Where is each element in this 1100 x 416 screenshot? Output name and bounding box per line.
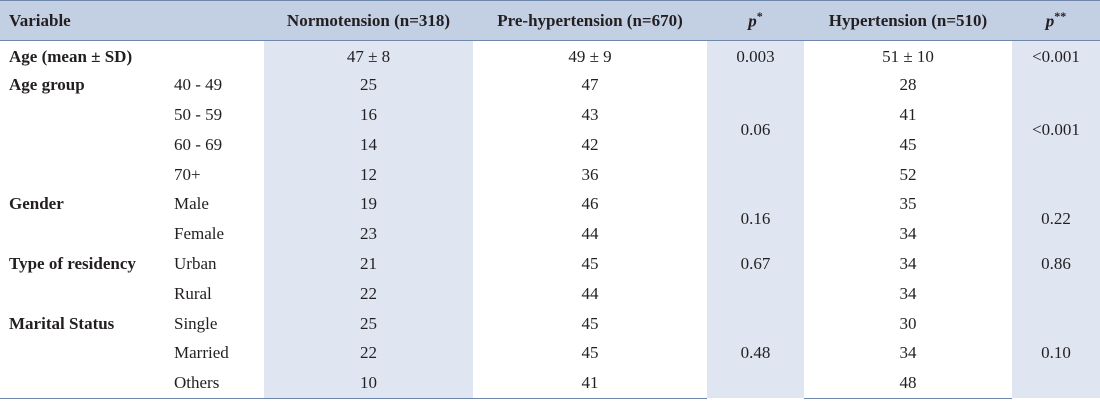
cell-normotension: 25: [264, 308, 473, 339]
table-row-age-mean: Age (mean ± SD) 47 ± 8 49 ± 9 0.003 51 ±…: [0, 40, 1100, 71]
header-p2: p**: [1012, 0, 1100, 41]
cell-subgroup: Rural: [174, 283, 212, 303]
cell-normotension: 22: [264, 338, 473, 369]
cell-p1-empty: [707, 278, 804, 309]
cell-prehypertension: 43: [581, 104, 599, 124]
cell-normotension: 25: [264, 70, 473, 101]
cell-hypertension: 34: [899, 253, 917, 273]
table-row: Marital Status Single 25 45 0.48 30 0.10: [0, 308, 1100, 399]
table-row: Female 23 44 34: [0, 219, 1100, 250]
cell-normotension: 12: [264, 159, 473, 190]
cell-normotension: 47 ± 8: [264, 40, 473, 71]
cell-subgroup: Others: [164, 368, 264, 399]
cell-prehypertension: 36: [581, 164, 599, 184]
cell-normotension: 21: [264, 249, 473, 279]
row-label: Age (mean ± SD): [9, 46, 133, 66]
header-p1: p*: [707, 0, 804, 41]
table-row: Type of residency Urban 21 45 0.67 34 0.…: [0, 249, 1100, 279]
row-label: Type of residency: [9, 253, 136, 273]
cell-prehypertension: 45: [581, 253, 599, 273]
cell-prehypertension: 44: [581, 224, 599, 244]
cell-prehypertension: 45: [581, 313, 599, 333]
row-label-empty: [0, 100, 164, 130]
cell-hypertension: 41: [899, 104, 917, 124]
cell-prehypertension: 45: [581, 343, 599, 363]
cell-p2: <0.001: [1012, 40, 1100, 71]
cell-normotension: 10: [264, 368, 473, 399]
cell-p2: <0.001: [1012, 70, 1100, 190]
cell-p2: 0.10: [1012, 308, 1100, 399]
cell-hypertension: 51 ± 10: [882, 46, 934, 66]
cell-subgroup: Single: [174, 313, 218, 333]
cell-prehypertension: 41: [473, 368, 707, 399]
cell-prehypertension: 44: [581, 283, 599, 303]
cell-p1: 0.06: [707, 70, 804, 190]
cell-hypertension: 48: [804, 368, 1012, 399]
hypertension-table: Variable Normotension (n=318) Pre-hypert…: [0, 0, 1100, 399]
cell-subgroup: 40 - 49: [174, 75, 223, 95]
cell-hypertension: 34: [899, 283, 917, 303]
cell-hypertension: 35: [899, 194, 917, 214]
header-hypertension: Hypertension (n=510): [804, 0, 1012, 41]
cell-prehypertension: 46: [581, 194, 599, 214]
row-label-empty: [0, 130, 164, 160]
header-row: Variable Normotension (n=318) Pre-hypert…: [0, 0, 1100, 41]
cell-subgroup: 70+: [174, 164, 201, 184]
cell-subgroup: Urban: [174, 253, 217, 273]
row-label-empty: [0, 160, 164, 190]
table-row: Married 22 45 34: [0, 338, 1100, 369]
row-label-empty: [0, 338, 164, 368]
row-label-empty: [0, 368, 164, 399]
cell-p2: 0.86: [1012, 249, 1100, 279]
table-row: Others 10 41 48: [0, 368, 1100, 399]
table-row: Gender Male 19 46 0.16 35 0.22: [0, 189, 1100, 250]
cell-p1: 0.16: [707, 189, 804, 250]
cell-prehypertension: 47: [581, 75, 599, 95]
cell-subgroup: Married: [174, 343, 229, 363]
row-label: Age group: [9, 75, 85, 95]
cell-subgroup: Female: [174, 224, 225, 244]
cell-prehypertension: 42: [581, 134, 599, 154]
header-prehypertension: Pre-hypertension (n=670): [473, 0, 707, 41]
cell-subgroup: Male: [174, 194, 209, 214]
cell-hypertension: 28: [899, 75, 917, 95]
row-label-empty: [0, 279, 164, 309]
cell-normotension: 19: [264, 189, 473, 220]
cell-hypertension: 34: [899, 224, 917, 244]
table-row: Age group 40 - 49 25 47 0.06 28 <0.001: [0, 70, 1100, 190]
cell-normotension: 23: [264, 219, 473, 250]
cell-p1: 0.48: [707, 308, 804, 399]
cell-normotension: 16: [264, 100, 473, 130]
cell-p2-empty: [1012, 278, 1100, 309]
cell-hypertension: 45: [899, 134, 917, 154]
row-label: Gender: [9, 194, 64, 214]
cell-p2: 0.22: [1012, 189, 1100, 250]
cell-prehypertension: 49 ± 9: [568, 46, 612, 66]
header-p1-letter: p: [748, 11, 757, 31]
table-row: Rural 22 44 34: [0, 278, 1100, 309]
cell-subgroup: 50 - 59: [174, 104, 223, 124]
header-p1-sup: *: [756, 9, 763, 24]
header-p2-letter: p: [1045, 11, 1055, 31]
table-row: 70+ 12 36 52: [0, 159, 1100, 190]
header-normotension: Normotension (n=318): [264, 0, 473, 41]
row-label: Marital Status: [9, 313, 115, 333]
cell-normotension: 22: [264, 278, 473, 309]
cell-normotension: 14: [264, 129, 473, 160]
table-row: 60 - 69 14 42 45: [0, 129, 1100, 160]
cell-hypertension: 34: [899, 343, 917, 363]
cell-subgroup: 60 - 69: [174, 134, 223, 154]
cell-hypertension: 52: [899, 164, 917, 184]
table-row: 50 - 59 16 43 41: [0, 100, 1100, 130]
cell-p1: 0.67: [707, 249, 804, 279]
row-label-empty: [0, 219, 164, 249]
cell-p1: 0.003: [707, 40, 804, 71]
header-p2-sup: **: [1054, 9, 1067, 24]
header-variable: Variable: [0, 0, 264, 41]
cell-hypertension: 30: [899, 313, 917, 333]
